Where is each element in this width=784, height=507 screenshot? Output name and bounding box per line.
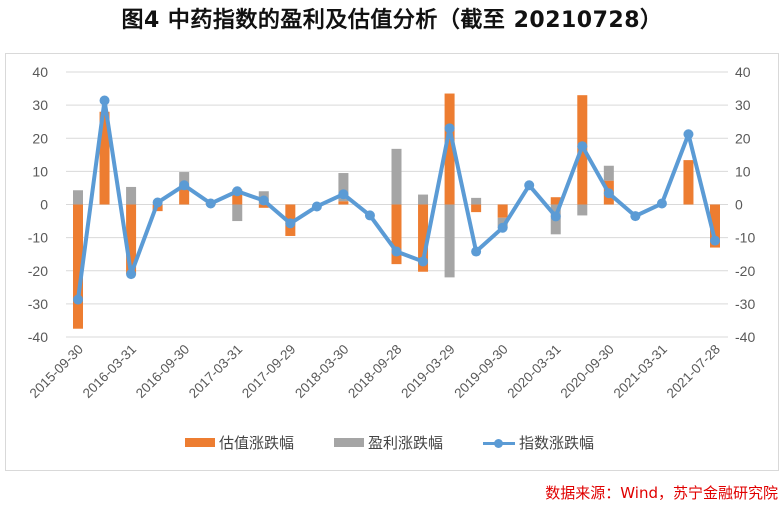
line-marker [311, 201, 322, 212]
x-tick-label: 2019-03-29 [398, 342, 457, 401]
bar [126, 186, 137, 205]
x-tick-label: 2018-09-28 [345, 342, 404, 401]
line-marker [577, 141, 588, 152]
line-marker [285, 218, 296, 229]
y-tick-label-left: 20 [32, 130, 48, 146]
legend-item-earnings: 盈利涨跌幅 [334, 432, 443, 453]
bar [126, 204, 137, 275]
y-tick-label-right: -20 [735, 263, 755, 279]
line-marker [497, 222, 508, 233]
bar [471, 204, 482, 213]
line-marker [179, 180, 190, 191]
line-marker [205, 198, 216, 209]
line-marker [524, 180, 535, 191]
x-tick-label: 2020-03-31 [504, 342, 563, 401]
y-tick-label-left: 0 [40, 197, 48, 213]
x-tick-label: 2015-09-30 [27, 342, 86, 401]
legend-label: 指数涨跌幅 [519, 434, 595, 452]
data-source-note: 数据来源：Wind，苏宁金融研究院 [545, 484, 778, 502]
line-marker [444, 123, 455, 134]
bar [179, 185, 190, 205]
line-marker [126, 269, 137, 280]
bar [550, 197, 561, 205]
y-tick-label-right: 20 [735, 130, 751, 146]
x-tick-label: 2019-09-30 [451, 342, 510, 401]
bar [338, 201, 349, 205]
bar [232, 189, 243, 205]
y-tick-label-left: 40 [32, 64, 48, 80]
x-tick-label: 2016-09-30 [133, 342, 192, 401]
x-tick-label: 2021-07-28 [664, 342, 723, 401]
line-marker [550, 211, 561, 222]
x-tick-label: 2017-03-31 [186, 342, 245, 401]
legend-item-valuation: 估值涨跌幅 [185, 432, 294, 453]
legend-item-index: 指数涨跌幅 [483, 432, 594, 453]
line-marker [258, 195, 269, 206]
line-marker [656, 198, 667, 209]
y-tick-label-left: -30 [28, 296, 48, 312]
x-tick-label: 2016-03-31 [80, 342, 139, 401]
chart-title: 图4 中药指数的盈利及估值分析（截至 20210728） [121, 8, 663, 33]
y-tick-label-right: -10 [735, 230, 755, 246]
y-tick-label-right: -40 [735, 329, 755, 345]
line-marker [603, 188, 614, 199]
line-marker [152, 197, 163, 208]
line-marker [683, 129, 694, 140]
line-marker [710, 235, 720, 246]
bar [391, 148, 402, 205]
bar [710, 204, 720, 248]
bar [232, 204, 243, 222]
y-tick-label-right: -30 [735, 296, 755, 312]
line-marker [364, 210, 375, 221]
x-tick-label: 2020-09-30 [558, 342, 617, 401]
legend-swatch-gray [334, 438, 365, 447]
bar [99, 111, 110, 205]
line-marker [338, 189, 349, 200]
y-tick-label-left: 30 [32, 97, 48, 113]
bar [444, 204, 455, 278]
bar [471, 197, 482, 205]
line-marker [630, 211, 641, 222]
legend-line-marker-icon [483, 437, 516, 449]
y-tick-label-left: -20 [28, 263, 48, 279]
y-tick-label-right: 40 [735, 64, 751, 80]
legend-label: 盈利涨跌幅 [368, 434, 444, 452]
bar [577, 204, 588, 216]
legend-label: 估值涨跌幅 [219, 434, 295, 452]
chart-legend: 估值涨跌幅 盈利涨跌幅 指数涨跌幅 [185, 432, 594, 453]
line-marker [471, 246, 482, 257]
bar [603, 165, 614, 181]
bar [497, 204, 508, 218]
x-tick-label: 2018-03-30 [292, 342, 351, 401]
y-tick-label-left: -40 [28, 329, 48, 345]
bar [258, 204, 269, 208]
bar [444, 93, 455, 205]
bar [418, 194, 429, 205]
y-tick-label-left: -10 [28, 230, 48, 246]
bar [179, 172, 190, 186]
y-tick-label-right: 30 [735, 97, 751, 113]
bar [391, 204, 402, 265]
line-marker [232, 186, 243, 197]
y-tick-label-right: 10 [735, 163, 751, 179]
bar [73, 190, 83, 205]
bar [73, 204, 83, 329]
y-tick-label-left: 10 [32, 163, 48, 179]
bar [418, 204, 429, 272]
legend-swatch-orange [185, 438, 215, 447]
x-tick-label: 2021-03-31 [611, 342, 670, 401]
line-marker [418, 256, 429, 267]
line-marker [99, 95, 110, 106]
bar [338, 173, 349, 202]
line-marker [73, 294, 83, 305]
x-tick-label: 2017-09-29 [239, 342, 298, 401]
bar [683, 160, 694, 205]
line-marker [391, 246, 402, 257]
y-tick-label-right: 0 [735, 197, 743, 213]
